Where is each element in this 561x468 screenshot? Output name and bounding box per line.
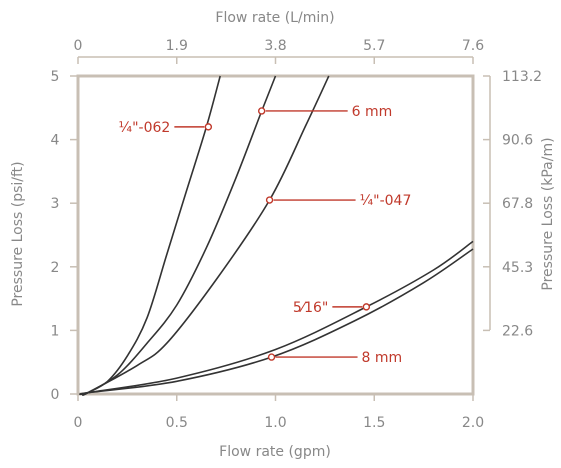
callout-label-2: ¼"-047 — [360, 193, 412, 209]
x-tick-label-bottom: 1.0 — [264, 415, 286, 431]
x-tick-label-top: 7.6 — [462, 38, 484, 54]
callout-marker-2 — [265, 196, 274, 204]
y-axis-title-left: Pressure Loss (psi/ft) — [10, 161, 26, 306]
x-tick-label-bottom: 1.5 — [363, 415, 385, 431]
y-tick-label-right: 45.3 — [502, 260, 533, 276]
tick-marks — [70, 57, 490, 401]
x-tick-label-top: 5.7 — [363, 38, 385, 54]
x-axis-title-bottom: Flow rate (gpm) — [219, 444, 331, 460]
y-tick-label-left: 2 — [51, 260, 60, 276]
callout-marker-0 — [204, 123, 213, 131]
y-axis-title-right: Pressure Loss (kPa/m) — [540, 137, 556, 290]
y-tick-label-right: 113.2 — [502, 69, 542, 85]
y-tick-label-left: 1 — [51, 323, 60, 339]
curve-series-2 — [82, 75, 330, 396]
x-tick-label-bottom: 0 — [74, 415, 83, 431]
x-tick-label-bottom: 2.0 — [462, 415, 484, 431]
x-axis-title-top: Flow rate (L/min) — [215, 10, 334, 26]
curve-series-4 — [79, 248, 474, 395]
y-tick-label-right: 67.8 — [502, 196, 533, 212]
callout-marker-3 — [362, 303, 371, 311]
x-tick-label-top: 1.9 — [166, 38, 188, 54]
callout-label-0: ¼"-062 — [119, 120, 171, 136]
callout-label-1: 6 mm — [352, 104, 393, 120]
x-tick-label-top: 3.8 — [264, 38, 286, 54]
y-tick-label-right: 90.6 — [502, 133, 533, 149]
chart-frame — [76, 56, 491, 396]
callout-label-4: 8 mm — [362, 350, 403, 366]
x-tick-label-bottom: 0.5 — [166, 415, 188, 431]
x-tick-label-top: 0 — [74, 38, 83, 54]
callout-label-3: 5⁄16" — [293, 300, 329, 316]
callout-marker-4 — [267, 353, 276, 361]
callouts: ¼"-062 6 mm ¼"-047 5⁄16" 8 mm — [119, 104, 412, 366]
y-tick-label-left: 0 — [51, 387, 60, 403]
y-tick-label-right: 22.6 — [502, 323, 533, 339]
callout-marker-1 — [257, 107, 266, 115]
y-tick-label-left: 4 — [51, 133, 60, 149]
y-tick-label-left: 5 — [51, 69, 60, 85]
curve-series-3 — [79, 240, 474, 396]
y-tick-label-left: 3 — [51, 196, 60, 212]
